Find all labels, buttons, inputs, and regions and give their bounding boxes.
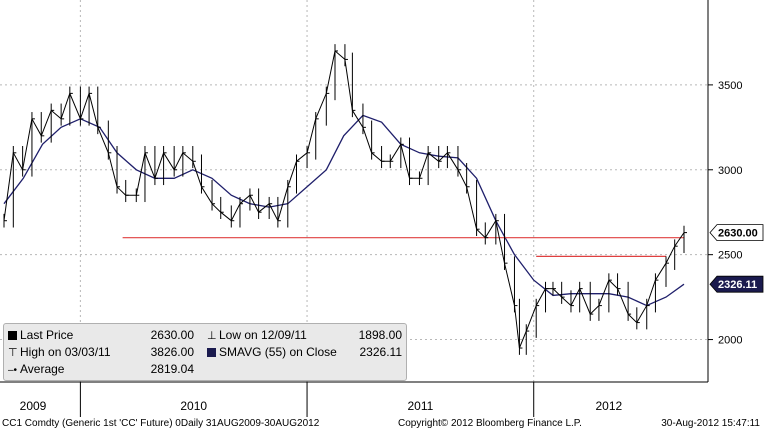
value-tag-label: 2326.11 — [718, 279, 757, 291]
x-year-label: 2012 — [596, 399, 623, 413]
legend-low-value: 1898.00 — [358, 328, 402, 342]
legend-high-value: 3826.00 — [150, 345, 194, 359]
y-tick-label: 2000 — [718, 335, 742, 347]
x-year-label: 2011 — [407, 399, 433, 413]
legend-high-entry: ⊤ High on 03/03/11 — [8, 345, 111, 359]
navy-square-icon — [207, 348, 216, 357]
legend-sma-value: 2326.11 — [359, 345, 403, 359]
footer-security: CC1 Comdty (Generic 1st 'CC' Future) 0Da… — [2, 418, 320, 429]
legend-sma-entry: SMAVG (55) on Close — [207, 345, 337, 359]
low-marker-icon: ⊥ — [207, 330, 217, 342]
legend-high-label: High on 03/03/11 — [20, 345, 111, 359]
reference-line-layer — [122, 237, 684, 257]
legend-sma-label: SMAVG (55) on Close — [219, 345, 337, 359]
value-tag-box — [709, 275, 764, 293]
y-tick-label: 3500 — [718, 80, 742, 92]
y-tick-label: 3000 — [718, 165, 742, 177]
footer: CC1 Comdty (Generic 1st 'CC' Future) 0Da… — [2, 417, 762, 433]
x-year-label: 2009 — [20, 399, 47, 413]
value-tag-label: 2630.00 — [718, 228, 758, 240]
filled-square-icon — [8, 331, 17, 340]
x-year-label: 2010 — [180, 399, 207, 413]
price-series-line — [3, 49, 685, 349]
legend-last-price-value: 2630.00 — [150, 328, 194, 342]
grid-lines — [0, 0, 708, 382]
footer-copyright: Copyright© 2012 Bloomberg Finance L.P. — [398, 418, 582, 429]
legend-average-entry: –• Average — [8, 362, 64, 376]
legend: Last Price 2630.00 ⊥ Low on 12/09/11 1898… — [3, 323, 407, 381]
legend-average-value: 2819.04 — [150, 362, 194, 376]
legend-low-entry: ⊥ Low on 12/09/11 — [207, 328, 307, 342]
legend-low-label: Low on 12/09/11 — [219, 328, 307, 342]
value-tag: 2630.00 — [709, 224, 764, 241]
value-tags: 2630.00 2326.11 — [709, 224, 764, 293]
legend-last-price-entry: Last Price — [8, 328, 73, 342]
footer-timestamp: 30-Aug-2012 15:47:11 — [661, 418, 760, 429]
value-tag: 2326.11 — [709, 275, 764, 293]
price-chart: 2000 2500 3000 3500 2009 2010 2011 2012 2630.0… — [0, 0, 764, 417]
y-tick-label: 2500 — [718, 250, 742, 262]
y-axis-ticks: 2000 2500 3000 3500 — [708, 80, 742, 347]
average-marker-icon: –• — [8, 365, 18, 376]
legend-last-price-label: Last Price — [20, 328, 74, 342]
x-axis-ticks: 2009 2010 2011 2012 — [20, 382, 623, 417]
legend-average-label: Average — [20, 362, 65, 376]
price-bars-layer — [3, 44, 687, 355]
high-marker-icon: ⊤ — [8, 347, 18, 359]
value-tag-box — [709, 224, 764, 241]
